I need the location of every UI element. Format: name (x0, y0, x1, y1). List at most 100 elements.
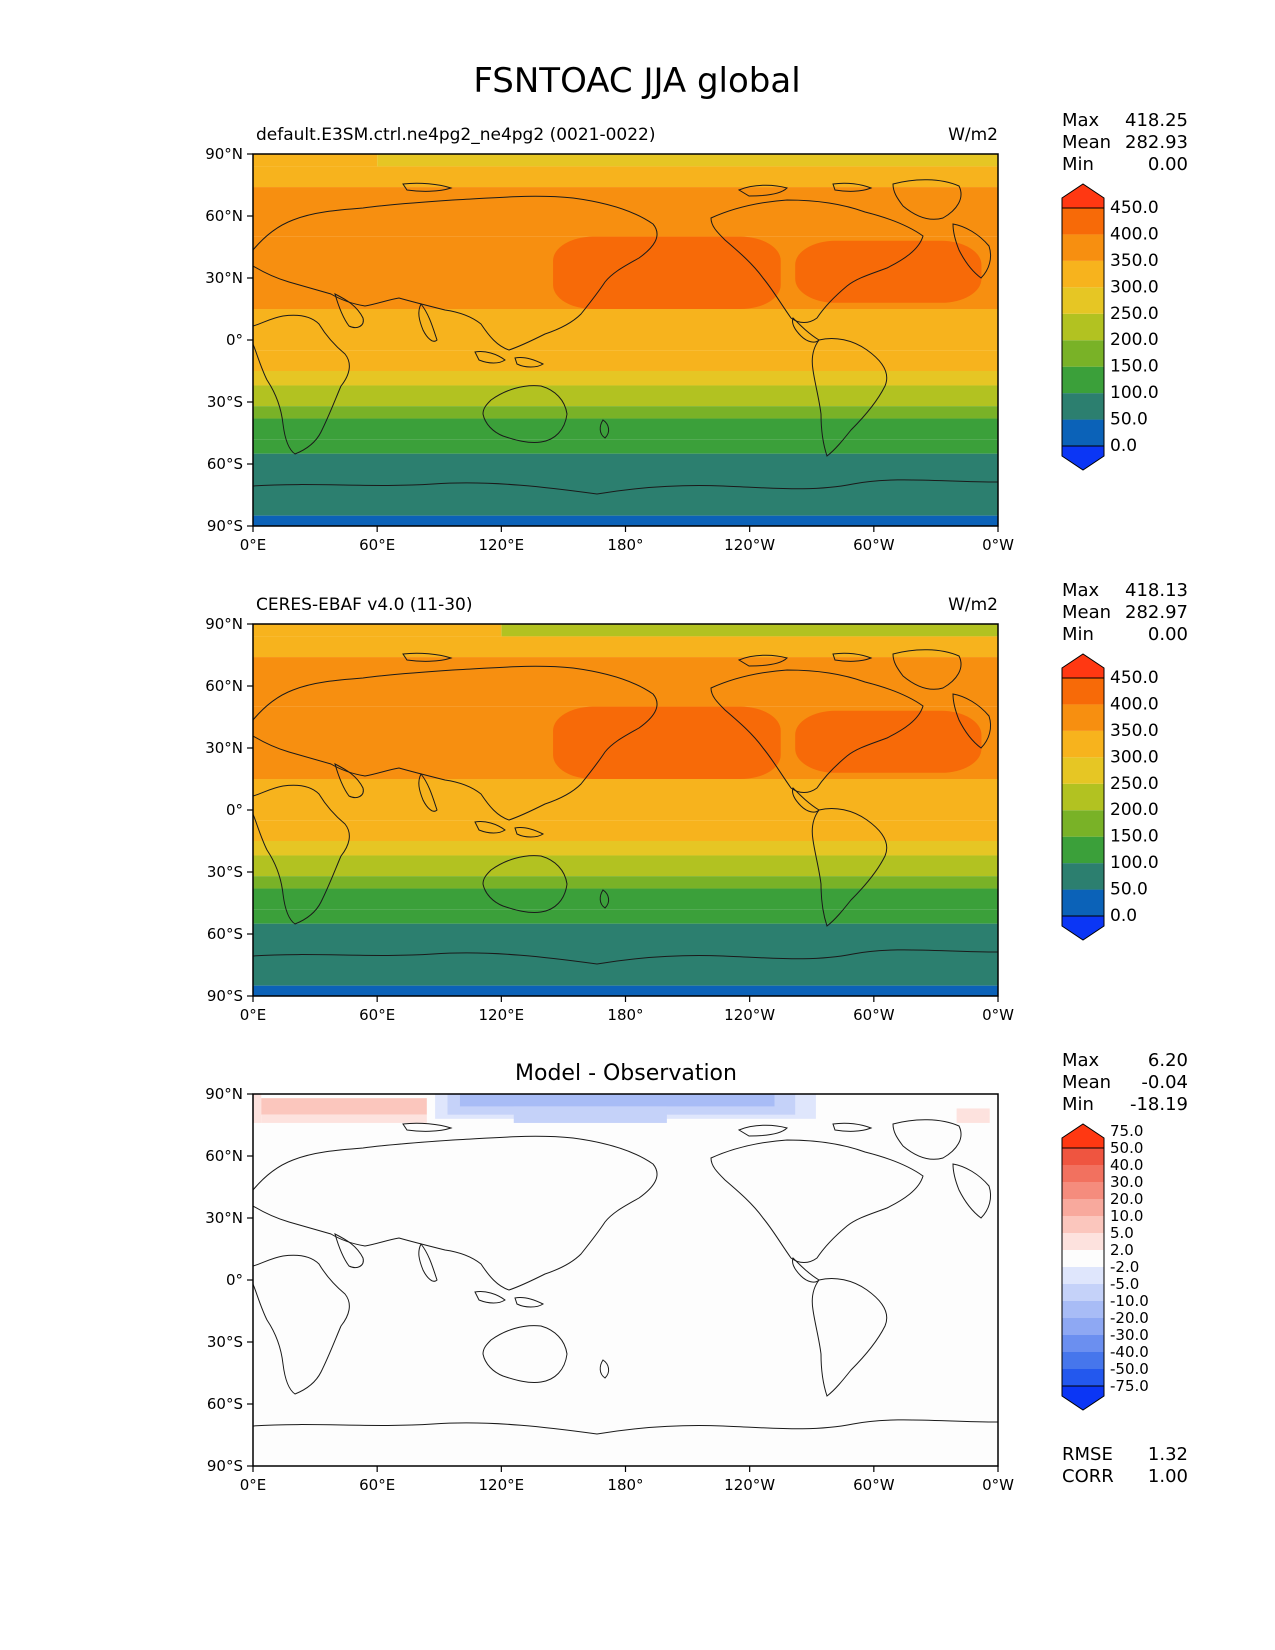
colorbar-bin (1062, 208, 1104, 235)
stat-label: Min (1062, 1094, 1094, 1115)
x-tick-label: 120°W (724, 536, 775, 554)
colorbar-tick-label: 400.0 (1110, 224, 1159, 244)
stat-label: Max (1062, 580, 1100, 601)
field-band (253, 624, 502, 637)
colorbar-bin (1062, 863, 1104, 890)
colorbar-tick-label: 200.0 (1110, 330, 1159, 350)
y-tick-label: 30°N (205, 739, 243, 757)
colorbar-tick-label: 350.0 (1110, 251, 1159, 271)
y-tick-label: 60°S (207, 925, 243, 943)
y-tick-label: 30°S (207, 1333, 243, 1351)
colorbar-bin (1062, 1335, 1104, 1352)
colorbar-difference: -75.0-50.0-40.0-30.0-20.0-10.0-5.0-2.02.… (1061, 1122, 1149, 1411)
stats-observation: Max 418.13 Mean 282.97 Min 0.00 (1062, 580, 1188, 645)
field-patch (795, 240, 982, 303)
colorbar-bin (1062, 1250, 1104, 1267)
colorbar-bin (1062, 260, 1104, 288)
colorbar-bin (1062, 1301, 1104, 1318)
panel-model-title: default.E3SM.ctrl.ne4pg2_ne4pg2 (0021-00… (256, 125, 656, 145)
field-patch (795, 710, 982, 773)
y-tick-label: 60°S (207, 1395, 243, 1413)
field-band (253, 418, 998, 440)
colorbar-bin (1062, 1233, 1104, 1250)
colorbar-tick-label: -2.0 (1110, 1258, 1139, 1276)
colorbar-tick-label: 50.0 (1110, 880, 1148, 900)
y-tick-label: 30°S (207, 863, 243, 881)
colorbar-bin (1062, 1369, 1104, 1386)
colorbar-bin (1062, 234, 1104, 261)
stat-label: Mean (1062, 602, 1111, 623)
x-tick-label: 60°E (359, 1006, 395, 1024)
field-band (253, 187, 998, 237)
colorbar-bin (1062, 1182, 1104, 1199)
x-tick-label: 0°E (240, 1006, 267, 1024)
colorbar-bin (1062, 313, 1104, 341)
field-band (377, 154, 998, 167)
colorbar-bin (1062, 757, 1104, 784)
x-tick-label: 0°E (240, 536, 267, 554)
colorbar-bin (1062, 366, 1104, 394)
colorbar-extend-max (1061, 183, 1105, 209)
colorbar-tick-label: -50.0 (1110, 1360, 1149, 1378)
panel-difference: Model - Observation 0°E 60°E 120°E 180° 120°… (205, 1050, 1188, 1494)
field-band (253, 371, 998, 386)
stat-label: Min (1062, 154, 1094, 175)
map-field-difference (253, 1094, 990, 1123)
stats-difference: Max 6.20 Mean -0.04 Min -18.19 (1062, 1050, 1188, 1115)
panel-observation-title: CERES-EBAF v4.0 (11-30) (256, 595, 472, 615)
panel-observation: CERES-EBAF v4.0 (11-30) W/m2 0°E 60°E 120°… (205, 580, 1188, 1024)
colorbar-extend-max (1061, 1123, 1105, 1149)
field-patch (513, 1106, 667, 1123)
y-tick-label: 0° (226, 801, 243, 819)
panel-model: default.E3SM.ctrl.ne4pg2_ne4pg2 (0021-00… (205, 110, 1188, 554)
stat-value: 418.25 (1125, 110, 1188, 131)
y-tick-label: 90°S (207, 1457, 243, 1475)
x-tick-label: 180° (607, 536, 643, 554)
colorbar-frame (1061, 1147, 1105, 1387)
x-tick-label: 120°W (724, 1006, 775, 1024)
y-tick-label: 90°N (205, 1085, 243, 1103)
field-band (253, 820, 998, 841)
metric-value: 1.00 (1148, 1466, 1188, 1487)
colorbar-bin (1062, 1165, 1104, 1182)
colorbar-bin (1062, 889, 1104, 916)
colorbar-bin (1062, 1284, 1104, 1301)
field-band (253, 453, 998, 516)
stat-value: 282.97 (1125, 602, 1188, 623)
y-tick-label: 30°N (205, 269, 243, 287)
metric-value: 1.32 (1148, 1444, 1188, 1465)
colorbar-bin (1062, 419, 1104, 446)
colorbar-bin (1062, 393, 1104, 420)
colorbar-tick-label: 250.0 (1110, 304, 1159, 324)
y-tick-label: 90°S (207, 987, 243, 1005)
y-tick-label: 60°N (205, 1147, 243, 1165)
colorbar-extend-min (1061, 1385, 1105, 1411)
colorbar-tick-label: 350.0 (1110, 721, 1159, 741)
x-tick-label: 120°E (479, 536, 525, 554)
colorbar-tick-label: -75.0 (1110, 1377, 1149, 1395)
field-band (253, 657, 998, 707)
colorbar-tick-label: 20.0 (1110, 1190, 1143, 1208)
field-band (253, 154, 378, 167)
colorbar-tick-label: -20.0 (1110, 1309, 1149, 1327)
stat-label: Max (1062, 110, 1100, 131)
field-band (253, 779, 998, 821)
field-band (253, 515, 998, 526)
colorbar-tick-label: 50.0 (1110, 1139, 1143, 1157)
metrics-difference: RMSE 1.32 CORR 1.00 (1062, 1444, 1188, 1487)
field-patch (253, 1094, 262, 1123)
colorbar-tick-label: 100.0 (1110, 853, 1159, 873)
metric-label: CORR (1062, 1466, 1114, 1487)
stat-label: Max (1062, 1050, 1100, 1071)
field-patch (956, 1108, 990, 1123)
colorbar-extend-min (1061, 445, 1105, 471)
stat-value: 0.00 (1148, 624, 1188, 645)
y-tick-label: 60°S (207, 455, 243, 473)
colorbar-tick-label: 5.0 (1110, 1224, 1134, 1242)
colorbar-tick-label: 50.0 (1110, 410, 1148, 430)
field-band (253, 888, 998, 910)
x-tick-label: 60°E (359, 536, 395, 554)
colorbar-tick-label: -5.0 (1110, 1275, 1139, 1293)
colorbar-tick-label: 40.0 (1110, 1156, 1143, 1174)
colorbar-bin (1062, 704, 1104, 731)
